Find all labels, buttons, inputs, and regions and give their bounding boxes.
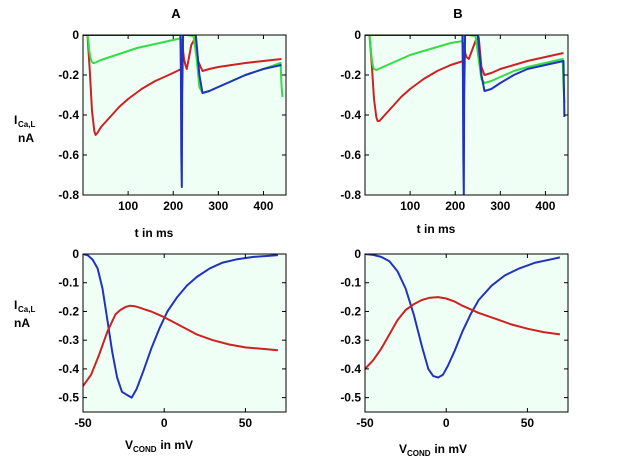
plot-frame bbox=[82, 253, 287, 413]
xlabel-bottom-b-sub: COND bbox=[407, 449, 431, 458]
xlabel-bottom-a-rest: in mV bbox=[157, 438, 193, 452]
ylabel-bottom-main: I bbox=[14, 298, 17, 312]
ylabel-bottom: I Ca,L nA bbox=[14, 298, 35, 330]
xlabel-bottom-b-rest: in mV bbox=[431, 442, 467, 456]
y-tick-label: -0.4 bbox=[58, 108, 79, 122]
y-tick-label: 0 bbox=[72, 247, 79, 261]
panel-title-b: B bbox=[453, 6, 462, 21]
y-tick-label: 0 bbox=[72, 28, 79, 42]
y-tick-label: -0.5 bbox=[340, 391, 361, 405]
series-line-red bbox=[365, 296, 561, 370]
x-tick-label: 0 bbox=[443, 416, 450, 430]
series-line-blue bbox=[365, 35, 566, 195]
plot-area bbox=[365, 254, 568, 412]
ylabel-top-main: I bbox=[14, 113, 17, 127]
series-line-red bbox=[83, 304, 278, 387]
y-tick-label: 0 bbox=[354, 247, 361, 261]
y-tick-label: -0.6 bbox=[58, 148, 79, 162]
xlabel-bottom-a-sub: COND bbox=[133, 445, 157, 454]
y-tick-label: -0.2 bbox=[58, 68, 79, 82]
plot-area bbox=[83, 254, 286, 412]
xlabel-top-a: t in ms bbox=[135, 226, 174, 240]
y-tick-label: -0.3 bbox=[58, 333, 79, 347]
x-tick-label: -50 bbox=[74, 416, 92, 430]
x-tick-label: 200 bbox=[163, 199, 183, 213]
x-tick-label: -50 bbox=[356, 416, 374, 430]
series-line-blue bbox=[365, 254, 561, 379]
series-line-blue bbox=[83, 254, 278, 399]
y-tick-label: -0.5 bbox=[58, 391, 79, 405]
y-tick-label: -0.3 bbox=[340, 333, 361, 347]
series-line-red bbox=[368, 35, 564, 122]
xlabel-top-b: t in ms bbox=[417, 222, 456, 236]
plot-B-top: 0 -0.2 -0.4 -0.6 -0.8 100 200 300 400 bbox=[340, 28, 569, 213]
x-tick-label: 400 bbox=[253, 199, 273, 213]
ylabel-bottom-sub: Ca,L bbox=[18, 305, 35, 314]
series-line-blue bbox=[83, 35, 282, 188]
ylabel-bottom-unit: nA bbox=[14, 316, 30, 330]
plot-B-bottom: 0 -0.1 -0.2 -0.3 -0.4 -0.5 -50 0 50 bbox=[340, 247, 569, 430]
y-tick-label: -0.2 bbox=[340, 68, 361, 82]
series-line-green bbox=[368, 35, 566, 104]
x-tick-label: 50 bbox=[521, 416, 535, 430]
x-tick-label: 50 bbox=[239, 416, 253, 430]
y-tick-label: -0.8 bbox=[58, 188, 79, 202]
y-tick-label: -0.4 bbox=[340, 362, 361, 376]
xlabel-bottom-b-main: V bbox=[399, 442, 407, 456]
xlabel-bottom-a: V COND in mV bbox=[125, 438, 193, 454]
x-tick-label: 100 bbox=[400, 199, 420, 213]
y-tick-label: -0.6 bbox=[340, 148, 361, 162]
y-tick-label: -0.2 bbox=[58, 304, 79, 318]
plot-area bbox=[365, 35, 568, 195]
panel-title-a: A bbox=[171, 6, 181, 21]
plot-frame bbox=[364, 253, 569, 413]
plot-A-bottom: 0 -0.1 -0.2 -0.3 -0.4 -0.5 -50 0 50 bbox=[58, 247, 287, 430]
y-tick-label: -0.2 bbox=[340, 304, 361, 318]
x-tick-label: 200 bbox=[445, 199, 465, 213]
x-tick-label: 300 bbox=[208, 199, 228, 213]
xlabel-bottom-b: V COND in mV bbox=[399, 442, 467, 458]
x-tick-label: 0 bbox=[161, 416, 168, 430]
y-tick-label: -0.4 bbox=[58, 362, 79, 376]
y-tick-label: -0.1 bbox=[58, 276, 79, 290]
x-tick-label: 100 bbox=[118, 199, 138, 213]
x-tick-label: 300 bbox=[490, 199, 510, 213]
y-tick-label: -0.4 bbox=[340, 108, 361, 122]
ylabel-top-unit: nA bbox=[18, 131, 34, 145]
ylabel-top-sub: Ca,L bbox=[18, 120, 35, 129]
y-tick-label: -0.8 bbox=[340, 188, 361, 202]
y-tick-label: 0 bbox=[354, 28, 361, 42]
plot-A-top: 0 -0.2 -0.4 -0.6 -0.8 100 200 300 400 bbox=[58, 28, 287, 213]
x-tick-label: 400 bbox=[535, 199, 555, 213]
y-tick-label: -0.1 bbox=[340, 276, 361, 290]
ylabel-top: I Ca,L nA bbox=[14, 113, 35, 145]
xlabel-bottom-a-main: V bbox=[125, 438, 133, 452]
